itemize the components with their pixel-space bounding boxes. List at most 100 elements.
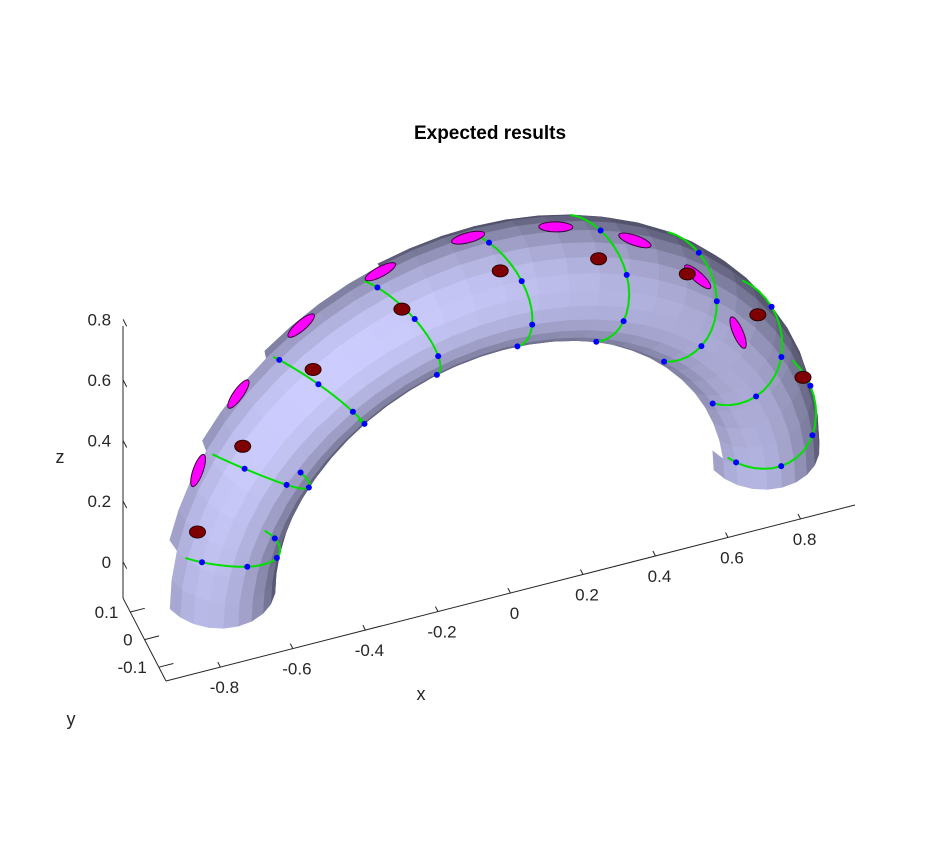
z-tick-label: 0.2 [87,492,111,511]
surface-patch [656,279,687,305]
x-tick-label: 0.2 [575,586,599,605]
blue-point [271,535,278,542]
y-tick-label: -0.1 [118,658,147,677]
z-tick-label: 0.8 [87,310,111,329]
blue-point [435,353,442,360]
darkred-ellipse [491,264,509,278]
darkred-ellipse [794,370,812,384]
blue-point [433,371,440,378]
surface-patch [238,597,254,627]
magenta-ellipse [287,313,315,338]
magenta-ellipse [729,316,747,349]
blue-point [411,316,418,322]
blue-point [199,559,205,566]
blue-point [623,271,630,278]
chart-title: Expected results [414,123,566,144]
z-tick [122,561,128,569]
y-tick-label: 0.1 [95,603,119,622]
y-tick [158,663,174,668]
darkred-ellipse [393,302,411,316]
blue-point [273,554,280,561]
blue-point [661,358,668,365]
x-axis-label: x [417,684,426,704]
x-tick [725,532,729,538]
blue-point [241,465,248,472]
x-tick [289,643,294,649]
z-axis-label: z [56,447,65,467]
surface-patch [193,595,211,628]
darkred-ellipse [189,525,206,539]
magenta-ellipse [451,230,486,245]
blue-point [768,303,775,310]
blue-point [733,459,740,466]
magenta-ellipse [364,262,397,282]
surface-patch [594,305,627,322]
blue-point [698,343,705,350]
x-tick-label: -0.4 [355,641,384,660]
surface-patch [223,601,241,629]
x-tick-label: 0.8 [793,530,817,549]
x-tick [797,513,802,520]
blue-point [529,321,536,328]
x-tick-label: -0.2 [427,623,456,642]
blue-point [374,284,381,291]
blue-point [778,354,785,360]
surface-patch [566,305,599,321]
magenta-ellipse [190,453,206,488]
ring-curve [712,279,784,407]
surface-patch [736,464,753,489]
z-tick [122,440,128,448]
x-tick-label: 0.4 [648,567,672,586]
blue-point [244,563,251,570]
blue-point [593,338,600,345]
surface-patch [556,229,596,244]
blue-point [807,382,814,389]
x-tick-label: 0.6 [720,549,744,568]
ring-curve [211,453,311,490]
darkred-ellipse [678,267,696,281]
ellipse-markers [189,221,812,539]
y-tick [130,607,145,613]
blue-point [486,239,492,246]
magenta-ellipse [227,379,250,409]
blue-points [199,227,816,570]
y-axis-label: y [67,709,76,729]
blue-point [695,249,702,256]
blue-point [514,343,521,350]
blue-point [349,408,356,415]
blue-point [297,469,304,476]
x-tick [362,624,366,631]
blue-point [809,432,816,439]
blue-point [778,463,785,470]
darkred-ellipse [234,439,252,453]
z-tick [122,500,128,509]
z-tick-label: 0 [102,553,111,572]
surface-patch [750,466,768,490]
x-tick [507,587,511,594]
x-tick-label: -0.8 [210,678,239,697]
x-tick [652,550,656,557]
darkred-ellipse [590,252,608,266]
y-tick [144,635,160,641]
x-tick [579,569,584,575]
x-tick [217,661,221,668]
x-tick [434,606,439,612]
surface-patch [568,273,601,292]
magenta-ellipse [618,232,652,249]
blue-point [361,420,368,427]
blue-point [305,484,312,491]
surface-patch [568,289,601,307]
surface-patch [208,600,226,629]
magenta-ellipse [538,221,574,233]
blue-point [597,227,604,234]
blue-point [283,481,290,488]
z-tick [122,379,128,388]
z-tick [122,319,128,327]
blue-point [713,298,720,305]
surface-patch [597,289,630,308]
z-tick-label: 0.4 [87,432,111,451]
ring-curve [570,213,631,343]
blue-point [276,356,283,363]
darkred-ellipse [304,363,322,376]
